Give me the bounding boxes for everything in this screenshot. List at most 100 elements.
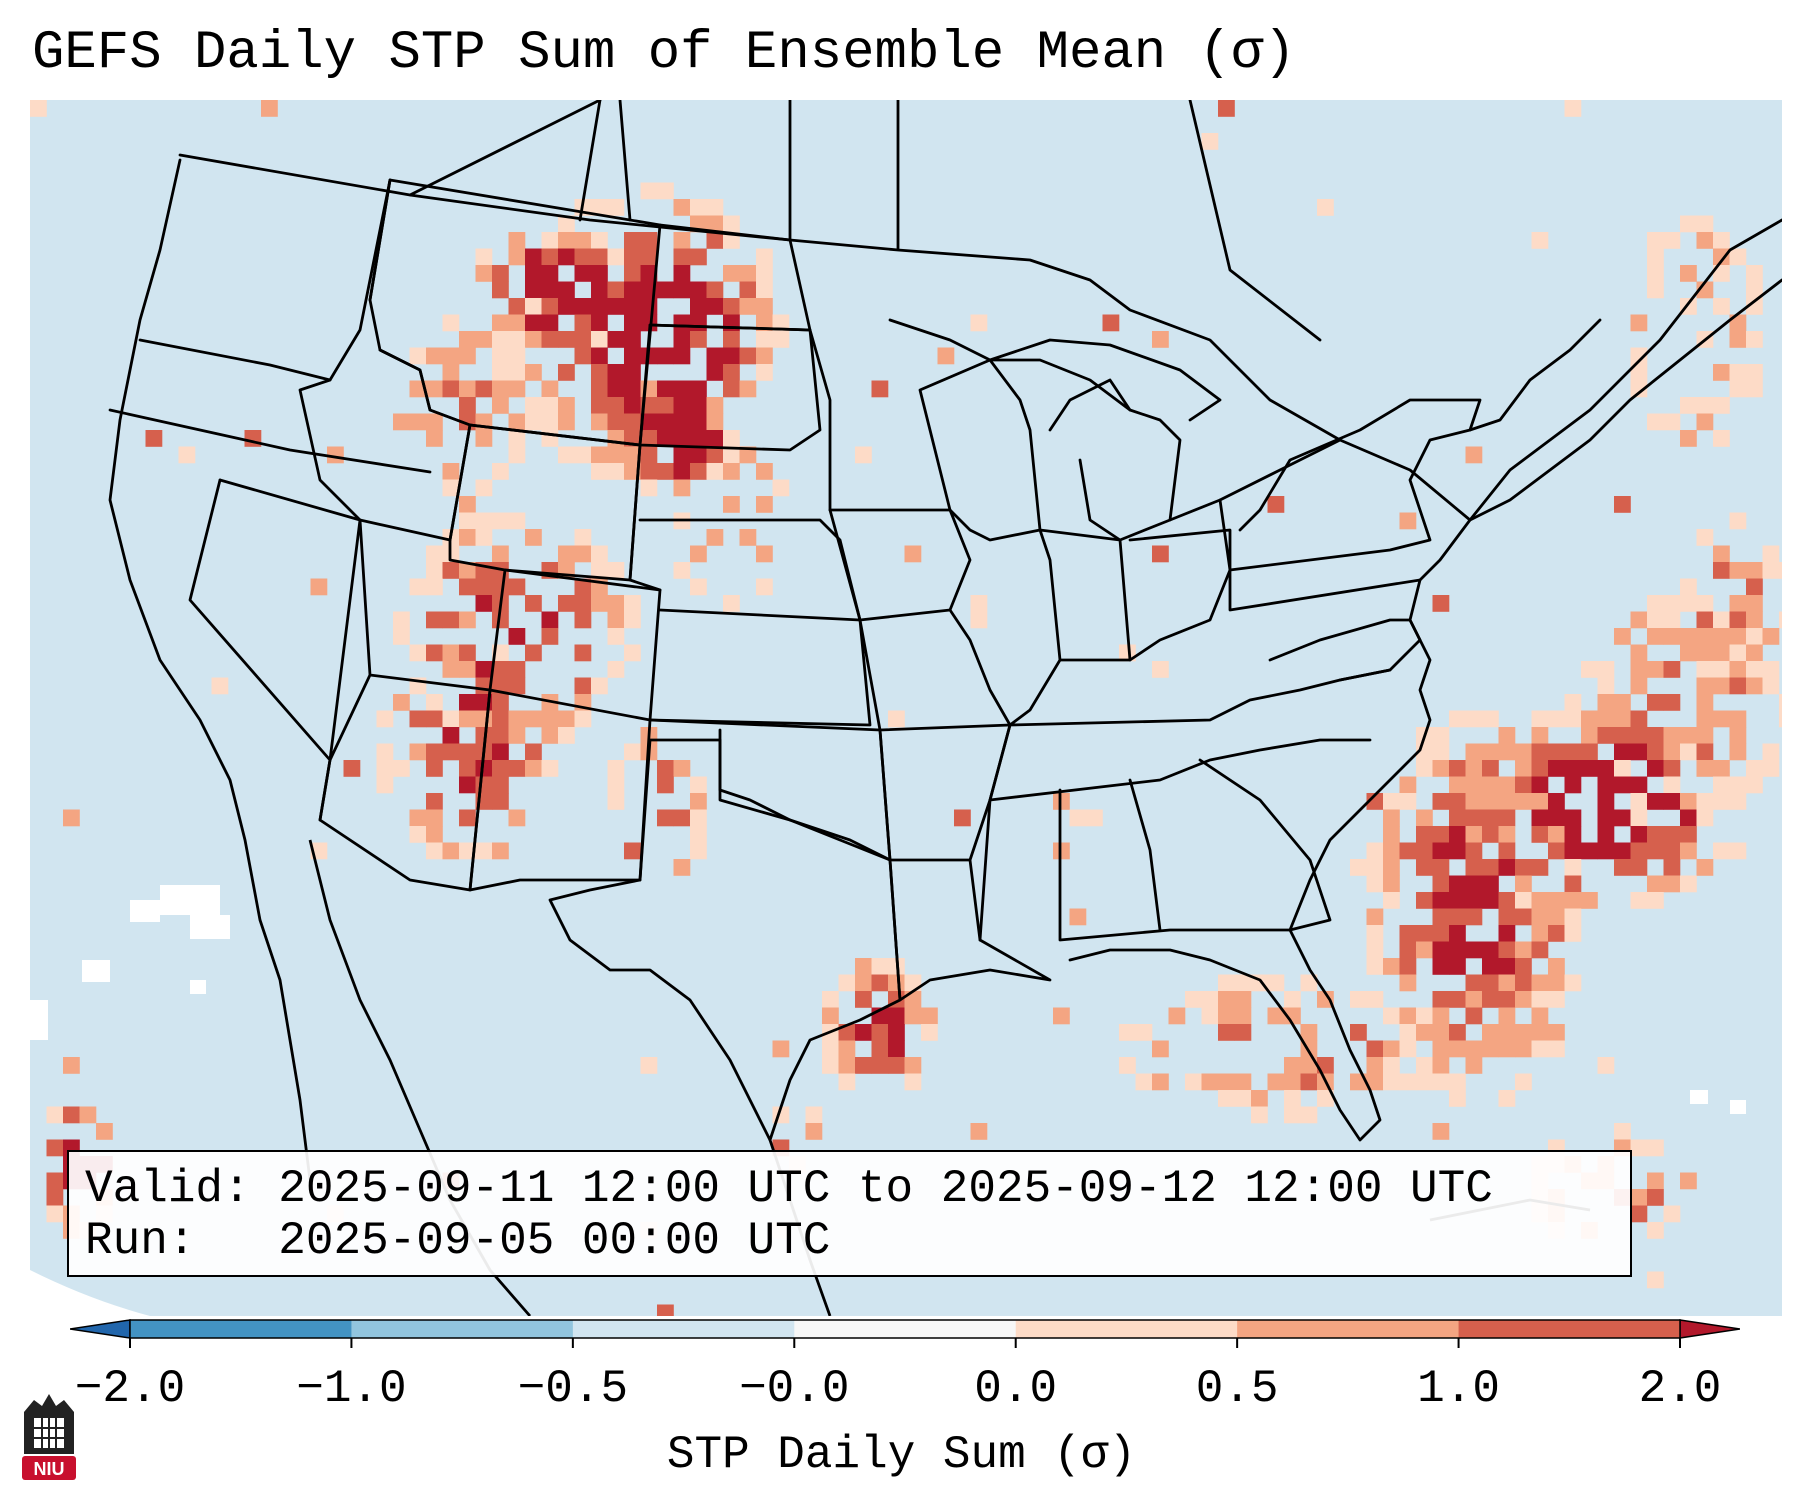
anomaly-cell bbox=[1597, 809, 1615, 827]
anomaly-cell bbox=[723, 347, 740, 365]
anomaly-cell bbox=[1300, 1024, 1318, 1041]
anomaly-cell bbox=[1647, 1222, 1664, 1239]
anomaly-cell bbox=[1696, 727, 1714, 744]
anomaly-cell bbox=[1614, 628, 1631, 645]
anomaly-cell bbox=[1449, 760, 1466, 777]
anomaly-cell bbox=[1729, 644, 1747, 662]
anomaly-cell bbox=[888, 1040, 905, 1058]
anomaly-cell bbox=[690, 298, 707, 315]
anomaly-cell bbox=[1531, 809, 1549, 827]
anomaly-cell bbox=[1416, 842, 1433, 860]
anomaly-cell bbox=[1416, 925, 1433, 942]
anomaly-cell bbox=[1680, 595, 1697, 612]
anomaly-cell bbox=[756, 578, 773, 596]
anomaly-cell bbox=[475, 265, 493, 282]
anomaly-cell bbox=[739, 529, 757, 546]
anomaly-cell bbox=[1201, 991, 1219, 1008]
anomaly-cell bbox=[574, 529, 592, 546]
anomaly-cell bbox=[574, 347, 592, 365]
anomaly-cell bbox=[1267, 1007, 1285, 1025]
anomaly-cell bbox=[1366, 908, 1384, 926]
anomaly-cell bbox=[1498, 908, 1516, 926]
map-background bbox=[30, 100, 1782, 1316]
anomaly-cell bbox=[508, 364, 526, 381]
anomaly-cell bbox=[459, 347, 476, 365]
anomaly-cell bbox=[1234, 1073, 1252, 1091]
anomaly-cell bbox=[1531, 974, 1549, 992]
anomaly-cell bbox=[1317, 991, 1334, 1008]
anomaly-cell bbox=[541, 331, 559, 348]
anomaly-cell bbox=[1680, 644, 1697, 662]
anomaly-cell bbox=[1663, 727, 1681, 744]
anomaly-cell bbox=[607, 281, 625, 299]
anomaly-cell bbox=[1119, 644, 1136, 662]
anomaly-cell bbox=[492, 743, 509, 761]
anomaly-cell bbox=[1366, 991, 1384, 1008]
anomaly-cell bbox=[1366, 793, 1384, 810]
anomaly-cell bbox=[1647, 595, 1664, 612]
anomaly-cell bbox=[409, 347, 427, 365]
anomaly-cell bbox=[1729, 595, 1747, 612]
colorbar-tick-label: −1.0 bbox=[296, 1363, 407, 1415]
anomaly-cell bbox=[1548, 1024, 1565, 1041]
anomaly-cell bbox=[459, 694, 476, 711]
anomaly-cell bbox=[1630, 710, 1648, 728]
anomaly-cell bbox=[459, 661, 476, 678]
anomaly-cell bbox=[970, 314, 988, 332]
anomaly-cell bbox=[574, 314, 592, 332]
anomaly-cell bbox=[1713, 265, 1730, 282]
anomaly-cell bbox=[574, 611, 592, 629]
anomaly-cell bbox=[591, 545, 608, 563]
anomaly-cell bbox=[1647, 694, 1664, 711]
anomaly-cell bbox=[591, 446, 608, 464]
anomaly-cell bbox=[756, 347, 773, 365]
anomaly-cell bbox=[591, 298, 608, 315]
anomaly-cell bbox=[63, 1106, 80, 1124]
anomaly-cell bbox=[1647, 793, 1664, 810]
anomaly-cell bbox=[1548, 1040, 1565, 1058]
anomaly-cell bbox=[1284, 1057, 1301, 1074]
colorbar-segment bbox=[1015, 1320, 1238, 1338]
anomaly-cell bbox=[1564, 776, 1582, 794]
anomaly-cell bbox=[1581, 743, 1598, 761]
anomaly-cell bbox=[508, 380, 526, 398]
anomaly-cell bbox=[442, 661, 460, 678]
anomaly-cell bbox=[1614, 694, 1631, 711]
anomaly-cell bbox=[1630, 644, 1648, 662]
anomaly-cell bbox=[1647, 875, 1664, 893]
anomaly-cell bbox=[1696, 413, 1714, 431]
anomaly-cell bbox=[657, 397, 674, 414]
anomaly-cell bbox=[690, 413, 707, 431]
anomaly-cell bbox=[657, 281, 674, 299]
anomaly-cell bbox=[706, 347, 724, 365]
anomaly-cell bbox=[1119, 1057, 1136, 1074]
anomaly-cell bbox=[1614, 496, 1631, 513]
anomaly-cell bbox=[607, 611, 625, 629]
anomaly-cell bbox=[1251, 1106, 1268, 1124]
anomaly-cell bbox=[1779, 694, 1782, 711]
anomaly-cell bbox=[492, 545, 509, 563]
anomaly-cell bbox=[1696, 529, 1714, 546]
anomaly-cell bbox=[475, 595, 493, 612]
atlantic-coast bbox=[1288, 278, 1782, 932]
anomaly-cell bbox=[690, 463, 707, 480]
anomaly-cell bbox=[508, 760, 526, 777]
anomaly-cell bbox=[1647, 760, 1664, 777]
anomaly-cell bbox=[1746, 760, 1763, 777]
anomaly-cell bbox=[690, 826, 707, 843]
anomaly-cell bbox=[673, 446, 691, 464]
anomaly-cell bbox=[1482, 1040, 1499, 1058]
anomaly-cell bbox=[1713, 562, 1730, 579]
anomaly-cell bbox=[640, 314, 658, 332]
anomaly-cell bbox=[1713, 298, 1730, 315]
anomaly-cell bbox=[723, 430, 740, 447]
colorbar-ticks bbox=[129, 1338, 1681, 1348]
anomaly-cell bbox=[1416, 760, 1433, 777]
anomaly-cell bbox=[1746, 661, 1763, 678]
anomaly-cell bbox=[1482, 776, 1499, 794]
colorbar-tick-label: 0.0 bbox=[974, 1363, 1058, 1415]
anomaly-cell bbox=[1432, 908, 1450, 926]
anomaly-cell bbox=[1135, 1073, 1153, 1091]
anomaly-cell bbox=[492, 512, 509, 530]
anomaly-cell bbox=[706, 446, 724, 464]
